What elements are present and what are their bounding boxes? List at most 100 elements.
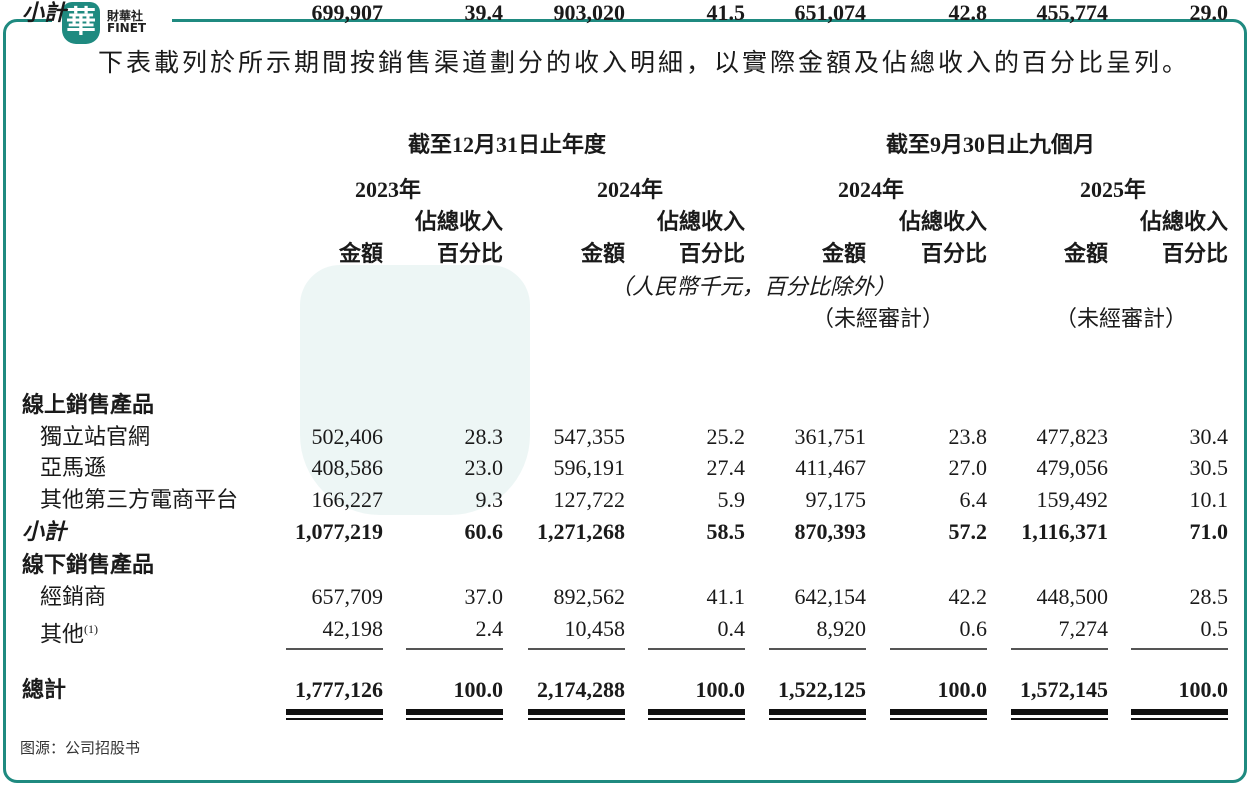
table-cell: 1,116,371 (1021, 519, 1108, 544)
total-double-rule (286, 709, 383, 720)
table-cell: 0.5 (1200, 616, 1229, 641)
table-cell: 408,586 (311, 455, 384, 480)
header-amount: 金額 (580, 241, 625, 266)
table-cell: 903,020 (553, 0, 626, 25)
row-label: 亞馬遜 (40, 455, 107, 480)
logo-char: 華 (66, 6, 96, 39)
row-label: 線上銷售產品 (22, 392, 155, 417)
table-cell: 2.4 (475, 616, 504, 641)
total-double-rule (1011, 709, 1108, 720)
table-cell: 57.2 (948, 519, 988, 544)
table-cell: 448,500 (1036, 584, 1109, 609)
total-double-rule (890, 709, 987, 720)
row-label: 經銷商 (40, 584, 107, 609)
table-cell: 23.0 (464, 455, 504, 480)
total-label: 總計 (22, 677, 67, 702)
header-pct-top: 佔總收入 (1139, 209, 1228, 234)
subtotal-rule (1011, 648, 1108, 650)
header-group-fy: 截至12月31日止年度 (408, 132, 607, 157)
table-cell: 8,920 (816, 616, 867, 641)
table-cell: 642,154 (794, 584, 867, 609)
table-cell: 361,751 (794, 424, 867, 449)
row-label: 線下銷售產品 (22, 552, 155, 577)
total-cell: 1,572,145 (1020, 677, 1108, 702)
watermark-logo (300, 265, 530, 515)
table-cell: 97,175 (805, 487, 867, 512)
source-caption: 图源：公司招股书 (20, 739, 141, 757)
total-double-rule (1131, 709, 1228, 720)
finet-logo: 華 (62, 2, 100, 44)
table-cell: 651,074 (794, 0, 867, 25)
brand-name: 財華社 FINET (107, 10, 146, 34)
header-pct-top: 佔總收入 (414, 209, 503, 234)
total-cell: 100.0 (1178, 677, 1229, 702)
table-cell: 10.1 (1189, 487, 1229, 512)
total-cell: 1,522,125 (778, 677, 866, 702)
subtotal-rule (648, 648, 745, 650)
table-cell: 0.6 (959, 616, 988, 641)
header-year: 2024年 (838, 177, 905, 202)
subtotal-rule (769, 648, 866, 650)
unit-note: （人民幣千元，百分比除外） (610, 274, 897, 299)
table-cell: 5.9 (717, 487, 746, 512)
total-cell: 1,777,126 (295, 677, 383, 702)
header-pct: 百分比 (436, 241, 503, 266)
subtotal-rule (528, 648, 625, 650)
footnote-ref: (1) (84, 622, 99, 636)
table-cell: 30.5 (1189, 455, 1229, 480)
table-cell: 27.0 (948, 455, 988, 480)
row-label: 其他第三方電商平台 (40, 487, 239, 512)
total-double-rule (769, 709, 866, 720)
subtotal-rule (890, 648, 987, 650)
header-amount: 金額 (338, 241, 383, 266)
table-cell: 41.5 (706, 0, 746, 25)
table-cell: 9.3 (475, 487, 504, 512)
table-cell: 892,562 (553, 584, 626, 609)
table-cell: 159,492 (1036, 487, 1109, 512)
row-label: 小計 (22, 0, 67, 25)
header-pct: 百分比 (920, 241, 987, 266)
header-pct-top: 佔總收入 (656, 209, 745, 234)
header-year: 2023年 (355, 177, 422, 202)
table-cell: 0.4 (717, 616, 746, 641)
header-pct-top: 佔總收入 (898, 209, 987, 234)
table-cell: 10,458 (564, 616, 626, 641)
table-cell: 29.0 (1189, 0, 1229, 25)
subtotal-rule (286, 648, 383, 650)
table-cell: 6.4 (959, 487, 988, 512)
table-cell: 23.8 (948, 424, 988, 449)
table-cell: 502,406 (311, 424, 384, 449)
brand-cn: 財華社 (107, 9, 144, 23)
total-cell: 100.0 (937, 677, 988, 702)
table-cell: 27.4 (706, 455, 746, 480)
brand-en: FINET (107, 21, 147, 35)
table-cell: 547,355 (553, 424, 626, 449)
header-year: 2025年 (1080, 177, 1147, 202)
table-cell: 30.4 (1189, 424, 1229, 449)
header-amount: 金額 (1063, 241, 1108, 266)
table-cell: 7,274 (1058, 616, 1109, 641)
table-cell: 71.0 (1189, 519, 1229, 544)
table-cell: 28.5 (1189, 584, 1229, 609)
table-cell: 37.0 (464, 584, 504, 609)
header-year: 2024年 (597, 177, 664, 202)
header-pct: 百分比 (1161, 241, 1228, 266)
table-cell: 699,907 (311, 0, 384, 25)
table-cell: 42,198 (322, 616, 384, 641)
total-double-rule (528, 709, 625, 720)
header-group-9m: 截至9月30日止九個月 (886, 132, 1096, 157)
table-cell: 127,722 (553, 487, 626, 512)
table-cell: 41.1 (706, 584, 746, 609)
total-cell: 100.0 (695, 677, 746, 702)
table-cell: 42.8 (948, 0, 988, 25)
table-cell: 1,271,268 (537, 519, 625, 544)
table-cell: 455,774 (1036, 0, 1109, 25)
table-cell: 479,056 (1036, 455, 1109, 480)
table-cell: 1,077,219 (295, 519, 383, 544)
table-cell: 58.5 (706, 519, 746, 544)
total-double-rule (406, 709, 503, 720)
table-cell: 39.4 (464, 0, 504, 25)
table-cell: 596,191 (553, 455, 626, 480)
unaudited-note: （未經審計） (1055, 306, 1188, 331)
table-cell: 28.3 (464, 424, 504, 449)
